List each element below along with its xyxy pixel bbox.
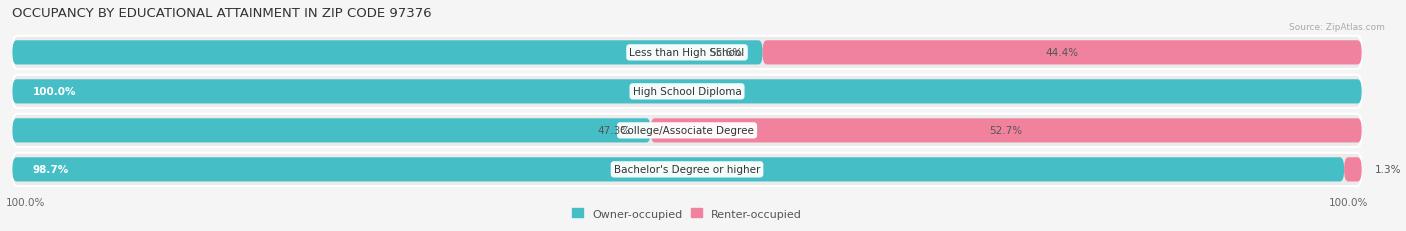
FancyBboxPatch shape xyxy=(13,37,1361,70)
Text: 47.3%: 47.3% xyxy=(598,126,630,136)
FancyBboxPatch shape xyxy=(13,119,651,143)
Text: 55.6%: 55.6% xyxy=(709,48,742,58)
Text: 44.4%: 44.4% xyxy=(1046,48,1078,58)
FancyBboxPatch shape xyxy=(1344,158,1361,182)
FancyBboxPatch shape xyxy=(13,80,1361,104)
Text: 100.0%: 100.0% xyxy=(6,198,45,208)
Text: Bachelor's Degree or higher: Bachelor's Degree or higher xyxy=(614,165,761,175)
Text: 52.7%: 52.7% xyxy=(990,126,1022,136)
FancyBboxPatch shape xyxy=(13,158,1344,182)
Text: Less than High School: Less than High School xyxy=(630,48,745,58)
FancyBboxPatch shape xyxy=(13,76,1361,109)
Text: 98.7%: 98.7% xyxy=(32,165,69,175)
Text: Source: ZipAtlas.com: Source: ZipAtlas.com xyxy=(1289,23,1385,32)
Text: College/Associate Degree: College/Associate Degree xyxy=(620,126,754,136)
FancyBboxPatch shape xyxy=(13,41,762,65)
FancyBboxPatch shape xyxy=(13,114,1361,147)
Text: OCCUPANCY BY EDUCATIONAL ATTAINMENT IN ZIP CODE 97376: OCCUPANCY BY EDUCATIONAL ATTAINMENT IN Z… xyxy=(13,7,432,20)
FancyBboxPatch shape xyxy=(13,153,1361,186)
Text: 100.0%: 100.0% xyxy=(32,87,76,97)
Text: 1.3%: 1.3% xyxy=(1375,165,1402,175)
FancyBboxPatch shape xyxy=(762,41,1361,65)
FancyBboxPatch shape xyxy=(651,119,1361,143)
Text: 100.0%: 100.0% xyxy=(1329,198,1368,208)
Legend: Owner-occupied, Renter-occupied: Owner-occupied, Renter-occupied xyxy=(568,204,807,223)
Text: High School Diploma: High School Diploma xyxy=(633,87,741,97)
